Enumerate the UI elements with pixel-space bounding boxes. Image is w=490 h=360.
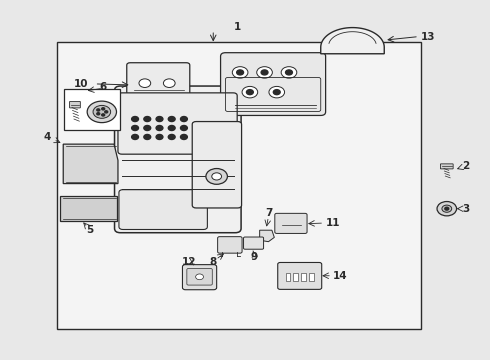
Bar: [57, 42, 421, 329]
Circle shape: [246, 90, 253, 95]
Polygon shape: [260, 230, 274, 242]
Bar: [294, 273, 298, 281]
FancyBboxPatch shape: [278, 262, 322, 289]
Circle shape: [87, 101, 117, 123]
Circle shape: [257, 67, 272, 78]
Circle shape: [212, 173, 221, 180]
Circle shape: [156, 134, 163, 139]
Circle shape: [206, 168, 227, 184]
Text: 6: 6: [99, 82, 107, 92]
Polygon shape: [60, 196, 117, 221]
Circle shape: [132, 126, 139, 131]
Circle shape: [180, 117, 187, 122]
Circle shape: [242, 86, 258, 98]
Text: 4: 4: [44, 132, 51, 142]
Circle shape: [102, 108, 105, 110]
Circle shape: [273, 90, 280, 95]
FancyBboxPatch shape: [220, 53, 326, 116]
Circle shape: [105, 111, 108, 113]
Circle shape: [261, 70, 268, 75]
Circle shape: [445, 207, 449, 210]
Circle shape: [132, 134, 139, 139]
Circle shape: [144, 117, 151, 122]
Circle shape: [168, 117, 175, 122]
FancyBboxPatch shape: [115, 86, 241, 233]
Circle shape: [232, 67, 248, 78]
Circle shape: [180, 134, 187, 139]
Text: 5: 5: [86, 225, 94, 235]
Circle shape: [132, 117, 139, 122]
Circle shape: [286, 70, 293, 75]
Circle shape: [281, 67, 297, 78]
FancyBboxPatch shape: [218, 237, 242, 253]
Polygon shape: [63, 144, 118, 184]
FancyBboxPatch shape: [119, 190, 207, 229]
Circle shape: [442, 205, 452, 212]
Circle shape: [196, 274, 203, 280]
Circle shape: [168, 134, 175, 139]
Text: 1: 1: [234, 22, 241, 32]
FancyBboxPatch shape: [118, 93, 237, 154]
Circle shape: [144, 126, 151, 131]
FancyBboxPatch shape: [192, 122, 242, 208]
FancyBboxPatch shape: [187, 269, 212, 285]
Text: 9: 9: [250, 252, 257, 262]
Circle shape: [97, 113, 100, 115]
Circle shape: [168, 126, 175, 131]
Circle shape: [102, 114, 105, 116]
FancyBboxPatch shape: [275, 213, 307, 233]
Text: 7: 7: [265, 208, 272, 218]
Text: 8: 8: [209, 257, 217, 267]
Text: 11: 11: [326, 218, 340, 228]
Circle shape: [97, 109, 100, 111]
Circle shape: [144, 134, 151, 139]
Text: 3: 3: [463, 204, 470, 214]
Bar: [301, 273, 306, 281]
FancyBboxPatch shape: [127, 63, 190, 100]
Circle shape: [139, 79, 151, 87]
Text: 12: 12: [182, 257, 196, 267]
FancyBboxPatch shape: [70, 102, 80, 108]
Bar: [64, 89, 121, 130]
Circle shape: [237, 70, 244, 75]
Circle shape: [156, 126, 163, 131]
Circle shape: [180, 126, 187, 131]
FancyBboxPatch shape: [182, 265, 217, 290]
Polygon shape: [321, 28, 384, 54]
Text: 13: 13: [421, 32, 436, 41]
FancyBboxPatch shape: [441, 164, 453, 169]
Text: 2: 2: [463, 161, 470, 171]
FancyBboxPatch shape: [244, 237, 264, 249]
Circle shape: [93, 105, 111, 118]
Text: 10: 10: [74, 79, 89, 89]
Bar: [286, 273, 291, 281]
Circle shape: [269, 86, 285, 98]
Circle shape: [163, 79, 175, 87]
Circle shape: [437, 202, 457, 216]
Circle shape: [156, 117, 163, 122]
Bar: [309, 273, 314, 281]
Text: 14: 14: [333, 271, 347, 281]
